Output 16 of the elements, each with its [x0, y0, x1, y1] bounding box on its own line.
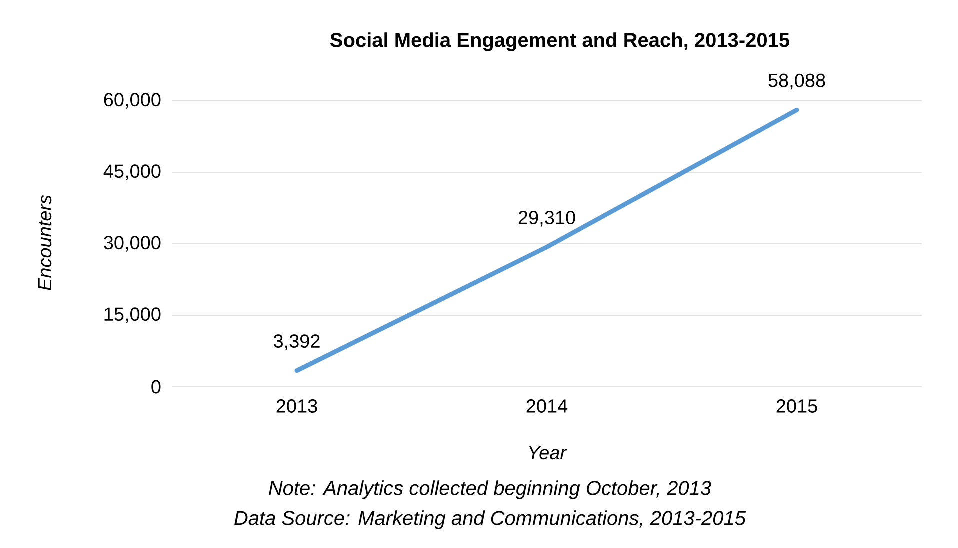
- x-tick-label: 2014: [526, 400, 568, 413]
- y-tick-label: 0: [152, 380, 161, 394]
- y-tick-label: 30,000: [104, 236, 161, 252]
- x-tick-label: 2015: [776, 400, 818, 413]
- y-axis-title: Encounters: [38, 195, 52, 290]
- source-note: Data Source: Marketing and Communications, 2013-2015: [234, 510, 746, 530]
- data-label: 29,310: [518, 211, 576, 227]
- chart-title: Social Media Engagement and Reach, 2013-2015: [330, 32, 790, 52]
- y-tick-label: 60,000: [104, 93, 161, 109]
- y-tick-label: 15,000: [104, 308, 161, 324]
- y-tick-label: 45,000: [104, 164, 161, 180]
- data-label: 3,392: [274, 334, 320, 350]
- x-axis-title: Year: [529, 446, 568, 460]
- data-label: 58,088: [768, 74, 826, 90]
- x-tick-label: 2013: [276, 400, 318, 413]
- text: Note: Analytics collected beginning October, 2013: [268, 480, 712, 500]
